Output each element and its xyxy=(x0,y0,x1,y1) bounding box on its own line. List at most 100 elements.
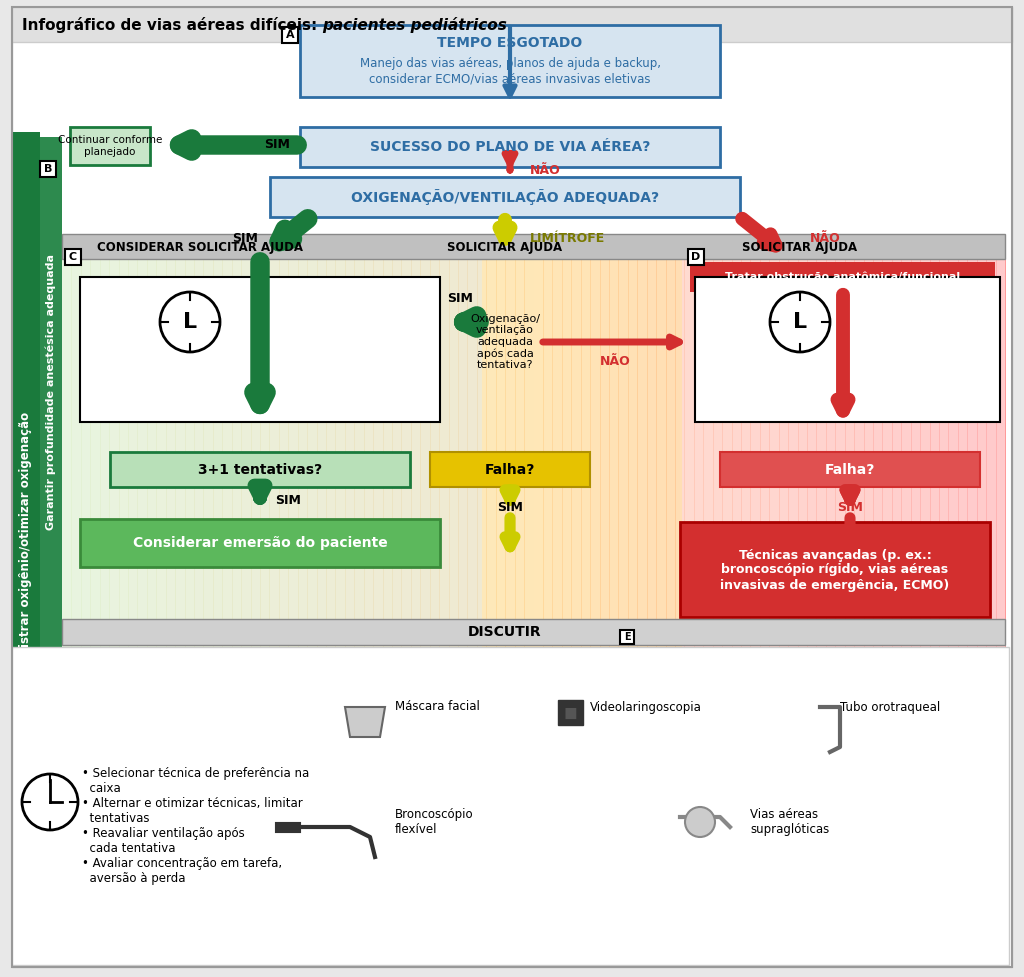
Bar xyxy=(204,257,214,647)
Bar xyxy=(741,257,752,647)
Bar xyxy=(316,257,327,647)
Bar xyxy=(731,257,742,647)
Bar xyxy=(647,257,657,647)
Text: Manejo das vias aéreas, planos de ajuda e backup,
considerar ECMO/vias aéreas in: Manejo das vias aéreas, planos de ajuda … xyxy=(359,57,660,85)
Text: SIM: SIM xyxy=(275,494,301,507)
Bar xyxy=(166,257,176,647)
Bar xyxy=(373,257,384,647)
FancyBboxPatch shape xyxy=(70,127,150,165)
Bar xyxy=(845,257,855,647)
FancyBboxPatch shape xyxy=(682,259,1005,647)
Text: L: L xyxy=(793,312,807,332)
FancyBboxPatch shape xyxy=(300,25,720,97)
Text: SIM: SIM xyxy=(447,292,473,305)
Bar xyxy=(713,257,723,647)
Bar xyxy=(222,257,232,647)
Bar xyxy=(137,257,147,647)
FancyBboxPatch shape xyxy=(695,277,1000,422)
Bar xyxy=(816,257,826,647)
Bar xyxy=(873,257,884,647)
Bar xyxy=(392,257,402,647)
Bar xyxy=(298,257,308,647)
Bar xyxy=(684,257,695,647)
Bar xyxy=(798,257,808,647)
Bar xyxy=(769,257,779,647)
Bar xyxy=(930,257,940,647)
Circle shape xyxy=(770,292,830,352)
Circle shape xyxy=(160,292,220,352)
Bar xyxy=(430,257,440,647)
FancyBboxPatch shape xyxy=(558,700,583,725)
Bar xyxy=(534,257,544,647)
FancyBboxPatch shape xyxy=(720,452,980,487)
Text: NÃO: NÃO xyxy=(810,233,841,245)
Bar xyxy=(995,257,1006,647)
Circle shape xyxy=(685,807,715,837)
FancyBboxPatch shape xyxy=(62,259,482,647)
Text: Broncoscópio
flexível: Broncoscópio flexível xyxy=(395,808,474,836)
Text: SOLICITAR AJUDA: SOLICITAR AJUDA xyxy=(447,240,562,253)
Bar xyxy=(326,257,337,647)
FancyBboxPatch shape xyxy=(12,7,1012,967)
Bar xyxy=(184,257,195,647)
Text: Videolaringoscopia: Videolaringoscopia xyxy=(590,701,701,713)
Circle shape xyxy=(22,774,78,830)
Bar xyxy=(110,257,120,647)
Text: SIM: SIM xyxy=(497,501,523,514)
Bar xyxy=(666,257,676,647)
FancyBboxPatch shape xyxy=(12,7,1012,42)
FancyBboxPatch shape xyxy=(690,262,995,292)
Bar xyxy=(242,257,252,647)
Bar xyxy=(788,257,799,647)
Bar xyxy=(968,257,978,647)
Bar xyxy=(401,257,412,647)
FancyBboxPatch shape xyxy=(12,647,1009,965)
FancyBboxPatch shape xyxy=(430,452,590,487)
Bar xyxy=(345,257,355,647)
Bar xyxy=(977,257,987,647)
Bar xyxy=(354,257,365,647)
Bar xyxy=(581,257,591,647)
Bar xyxy=(505,257,516,647)
Bar xyxy=(552,257,563,647)
Bar xyxy=(910,257,922,647)
Bar xyxy=(883,257,893,647)
Bar xyxy=(901,257,911,647)
Bar xyxy=(836,257,846,647)
Text: Técnicas avançadas (p. ex.:
broncoscópio rígido, vias aéreas
invasivas de emergê: Técnicas avançadas (p. ex.: broncoscópio… xyxy=(720,548,949,591)
FancyBboxPatch shape xyxy=(65,249,81,265)
Bar xyxy=(175,257,185,647)
Text: Oxigenação/
ventilação
adequada
após cada
tentativa?: Oxigenação/ ventilação adequada após cad… xyxy=(470,314,540,370)
Bar xyxy=(458,257,469,647)
Bar xyxy=(468,257,478,647)
Text: Vias aéreas
supraglóticas: Vias aéreas supraglóticas xyxy=(750,808,829,836)
FancyBboxPatch shape xyxy=(482,259,682,647)
Bar xyxy=(751,257,761,647)
Text: L: L xyxy=(183,312,197,332)
FancyBboxPatch shape xyxy=(80,277,440,422)
Text: Garantir profundidade anestésica adequada: Garantir profundidade anestésica adequad… xyxy=(46,254,56,530)
FancyBboxPatch shape xyxy=(80,519,440,567)
Bar xyxy=(778,257,790,647)
Bar xyxy=(825,257,837,647)
FancyBboxPatch shape xyxy=(62,619,1005,645)
Bar xyxy=(863,257,873,647)
Bar xyxy=(694,257,705,647)
Bar xyxy=(383,257,393,647)
Bar xyxy=(571,257,582,647)
Bar xyxy=(146,257,158,647)
Text: Falha?: Falha? xyxy=(824,463,876,477)
Bar xyxy=(807,257,817,647)
Text: Tratar obstrução anatômica/funcional: Tratar obstrução anatômica/funcional xyxy=(725,272,961,282)
Bar xyxy=(628,257,638,647)
Bar xyxy=(420,257,431,647)
Text: CONSIDERAR SOLICITAR AJUDA: CONSIDERAR SOLICITAR AJUDA xyxy=(97,240,303,253)
Text: 3+1 tentativas?: 3+1 tentativas? xyxy=(198,463,323,477)
Text: DISCUTIR: DISCUTIR xyxy=(468,625,542,639)
Text: ◼: ◼ xyxy=(563,704,577,722)
Bar xyxy=(231,257,242,647)
Bar xyxy=(722,257,732,647)
Text: Continuar conforme
planejado: Continuar conforme planejado xyxy=(57,135,162,156)
Bar xyxy=(486,257,497,647)
Bar xyxy=(562,257,572,647)
